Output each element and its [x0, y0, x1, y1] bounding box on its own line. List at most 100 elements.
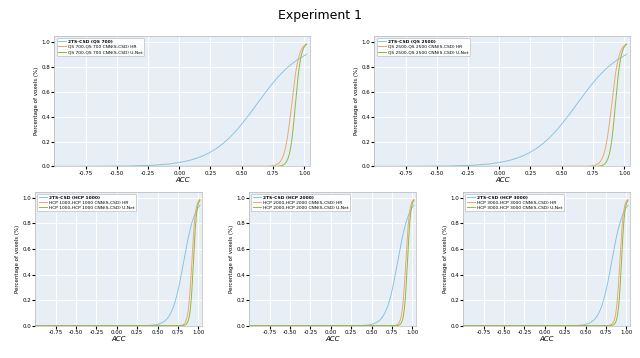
- 2TS-CSD (HCP 3000): [540, 324, 547, 328]
- HCP 1000-HCP 1000 CNN(S-CSD) HR: [161, 324, 169, 328]
- 2TS-CSD (HCP 2000): [254, 324, 262, 328]
- QS 700-QS 700 CNN(S-CSD) U-Net: [63, 164, 71, 169]
- HCP 3000-HCP 3000 CNN(S-CSD) U-Net: [589, 324, 596, 328]
- HCP 3000-HCP 3000 CNN(S-CSD) U-Net: [535, 324, 543, 328]
- QS 2500-QS 2500 CNN(S-CSD) HR: [569, 164, 577, 169]
- QS 700-QS 700 CNN(S-CSD) U-Net: [296, 64, 303, 68]
- HCP 1000-HCP 1000 CNN(S-CSD) U-Net: [40, 324, 47, 328]
- HCP 1000-HCP 1000 CNN(S-CSD) U-Net: [196, 198, 204, 202]
- X-axis label: ACC: ACC: [540, 336, 554, 342]
- HCP 1000-HCP 1000 CNN(S-CSD) HR: [31, 324, 39, 328]
- Legend: 2TS-CSD (QS 2500), QS 2500-QS 2500 CNN(S-CSD) HR, QS 2500-QS 2500 CNN(S-CSD) U-N: 2TS-CSD (QS 2500), QS 2500-QS 2500 CNN(S…: [376, 38, 470, 56]
- 2TS-CSD (HCP 3000): [624, 203, 632, 207]
- Y-axis label: Percentage of voxels (%): Percentage of voxels (%): [228, 224, 234, 293]
- Y-axis label: Percentage of voxels (%): Percentage of voxels (%): [442, 224, 447, 293]
- 2TS-CSD (HCP 3000): [468, 324, 476, 328]
- QS 2500-QS 2500 CNN(S-CSD) HR: [486, 164, 494, 169]
- Line: 2TS-CSD (HCP 3000): 2TS-CSD (HCP 3000): [463, 205, 628, 326]
- Line: HCP 3000-HCP 3000 CNN(S-CSD) U-Net: HCP 3000-HCP 3000 CNN(S-CSD) U-Net: [463, 200, 628, 326]
- 2TS-CSD (QS 2500): [383, 164, 391, 169]
- Line: HCP 2000-HCP 2000 CNN(S-CSD) U-Net: HCP 2000-HCP 2000 CNN(S-CSD) U-Net: [249, 200, 414, 326]
- 2TS-CSD (HCP 2000): [321, 324, 329, 328]
- Line: QS 2500-QS 2500 CNN(S-CSD) HR: QS 2500-QS 2500 CNN(S-CSD) HR: [374, 44, 627, 166]
- 2TS-CSD (QS 700): [296, 57, 303, 61]
- X-axis label: ACC: ACC: [111, 336, 126, 342]
- 2TS-CSD (HCP 1000): [191, 212, 199, 216]
- QS 700-QS 700 CNN(S-CSD) U-Net: [173, 164, 181, 169]
- HCP 2000-HCP 2000 CNN(S-CSD) HR: [375, 324, 383, 328]
- 2TS-CSD (QS 2500): [569, 107, 577, 111]
- QS 700-QS 700 CNN(S-CSD) U-Net: [303, 42, 310, 46]
- HCP 3000-HCP 3000 CNN(S-CSD) HR: [540, 324, 547, 328]
- HCP 3000-HCP 3000 CNN(S-CSD) U-Net: [540, 324, 547, 328]
- 2TS-CSD (QS 2500): [616, 57, 623, 61]
- 2TS-CSD (HCP 3000): [535, 324, 543, 328]
- HCP 2000-HCP 2000 CNN(S-CSD) U-Net: [321, 324, 329, 328]
- QS 700-QS 700 CNN(S-CSD) HR: [249, 164, 257, 169]
- 2TS-CSD (QS 700): [296, 56, 303, 61]
- QS 700-QS 700 CNN(S-CSD) HR: [296, 53, 303, 58]
- Line: QS 700-QS 700 CNN(S-CSD) U-Net: QS 700-QS 700 CNN(S-CSD) U-Net: [54, 44, 307, 166]
- QS 700-QS 700 CNN(S-CSD) U-Net: [51, 164, 58, 169]
- 2TS-CSD (HCP 2000): [410, 203, 418, 207]
- HCP 2000-HCP 2000 CNN(S-CSD) U-Net: [326, 324, 333, 328]
- HCP 2000-HCP 2000 CNN(S-CSD) U-Net: [375, 324, 383, 328]
- HCP 2000-HCP 2000 CNN(S-CSD) HR: [405, 213, 413, 217]
- QS 2500-QS 2500 CNN(S-CSD) HR: [371, 164, 378, 169]
- 2TS-CSD (HCP 2000): [326, 324, 333, 328]
- QS 700-QS 700 CNN(S-CSD) HR: [51, 164, 58, 169]
- 2TS-CSD (HCP 2000): [245, 324, 253, 328]
- 2TS-CSD (HCP 1000): [196, 203, 204, 207]
- QS 2500-QS 2500 CNN(S-CSD) U-Net: [486, 164, 494, 169]
- QS 700-QS 700 CNN(S-CSD) HR: [303, 42, 310, 46]
- Line: HCP 1000-HCP 1000 CNN(S-CSD) U-Net: HCP 1000-HCP 1000 CNN(S-CSD) U-Net: [35, 200, 200, 326]
- QS 2500-QS 2500 CNN(S-CSD) U-Net: [383, 164, 391, 169]
- 2TS-CSD (QS 700): [173, 161, 181, 165]
- Legend: 2TS-CSD (HCP 3000), HCP 3000-HCP 3000 CNN(S-CSD) HR, HCP 3000-HCP 3000 CNN(S-CSD: 2TS-CSD (HCP 3000), HCP 3000-HCP 3000 CN…: [465, 194, 564, 212]
- HCP 1000-HCP 1000 CNN(S-CSD) U-Net: [191, 230, 199, 234]
- HCP 3000-HCP 3000 CNN(S-CSD) U-Net: [624, 198, 632, 202]
- 2TS-CSD (QS 700): [249, 107, 257, 111]
- Legend: 2TS-CSD (QS 700), QS 700-QS 700 CNN(S-CSD) HR, QS 700-QS 700 CNN(S-CSD) U-Net: 2TS-CSD (QS 700), QS 700-QS 700 CNN(S-CS…: [56, 38, 144, 56]
- HCP 1000-HCP 1000 CNN(S-CSD) U-Net: [111, 324, 119, 328]
- 2TS-CSD (HCP 3000): [460, 324, 467, 328]
- 2TS-CSD (HCP 1000): [191, 211, 199, 216]
- Y-axis label: Percentage of voxels (%): Percentage of voxels (%): [15, 224, 19, 293]
- HCP 1000-HCP 1000 CNN(S-CSD) HR: [191, 213, 199, 217]
- QS 2500-QS 2500 CNN(S-CSD) U-Net: [569, 164, 577, 169]
- HCP 2000-HCP 2000 CNN(S-CSD) U-Net: [254, 324, 262, 328]
- 2TS-CSD (HCP 1000): [111, 324, 119, 328]
- Legend: 2TS-CSD (HCP 1000), HCP 1000-HCP 1000 CNN(S-CSD) HR, HCP 1000-HCP 1000 CNN(S-CSD: 2TS-CSD (HCP 1000), HCP 1000-HCP 1000 CN…: [37, 194, 136, 212]
- HCP 2000-HCP 2000 CNN(S-CSD) U-Net: [245, 324, 253, 328]
- QS 2500-QS 2500 CNN(S-CSD) U-Net: [371, 164, 378, 169]
- Text: Experiment 1: Experiment 1: [278, 9, 362, 22]
- 2TS-CSD (HCP 1000): [40, 324, 47, 328]
- HCP 1000-HCP 1000 CNN(S-CSD) HR: [40, 324, 47, 328]
- QS 2500-QS 2500 CNN(S-CSD) HR: [623, 42, 630, 46]
- HCP 2000-HCP 2000 CNN(S-CSD) HR: [245, 324, 253, 328]
- QS 2500-QS 2500 CNN(S-CSD) U-Net: [623, 42, 630, 46]
- QS 2500-QS 2500 CNN(S-CSD) U-Net: [616, 64, 623, 68]
- 2TS-CSD (HCP 3000): [589, 319, 596, 323]
- 2TS-CSD (QS 2500): [616, 56, 623, 61]
- HCP 3000-HCP 3000 CNN(S-CSD) HR: [620, 213, 627, 217]
- HCP 2000-HCP 2000 CNN(S-CSD) HR: [254, 324, 262, 328]
- 2TS-CSD (HCP 1000): [161, 319, 169, 323]
- HCP 2000-HCP 2000 CNN(S-CSD) U-Net: [410, 198, 418, 202]
- QS 700-QS 700 CNN(S-CSD) HR: [173, 164, 181, 169]
- Line: HCP 3000-HCP 3000 CNN(S-CSD) HR: HCP 3000-HCP 3000 CNN(S-CSD) HR: [463, 199, 628, 326]
- 2TS-CSD (HCP 2000): [375, 319, 383, 323]
- HCP 1000-HCP 1000 CNN(S-CSD) HR: [191, 214, 199, 218]
- 2TS-CSD (QS 700): [51, 164, 58, 169]
- 2TS-CSD (QS 700): [303, 52, 310, 57]
- QS 2500-QS 2500 CNN(S-CSD) U-Net: [493, 164, 501, 169]
- HCP 3000-HCP 3000 CNN(S-CSD) HR: [460, 324, 467, 328]
- HCP 3000-HCP 3000 CNN(S-CSD) U-Net: [620, 228, 627, 233]
- 2TS-CSD (HCP 3000): [620, 212, 627, 216]
- Line: QS 2500-QS 2500 CNN(S-CSD) U-Net: QS 2500-QS 2500 CNN(S-CSD) U-Net: [374, 44, 627, 166]
- QS 2500-QS 2500 CNN(S-CSD) HR: [493, 164, 501, 169]
- HCP 2000-HCP 2000 CNN(S-CSD) HR: [321, 324, 329, 328]
- 2TS-CSD (QS 700): [63, 164, 71, 169]
- Line: 2TS-CSD (HCP 2000): 2TS-CSD (HCP 2000): [249, 205, 414, 326]
- HCP 3000-HCP 3000 CNN(S-CSD) HR: [468, 324, 476, 328]
